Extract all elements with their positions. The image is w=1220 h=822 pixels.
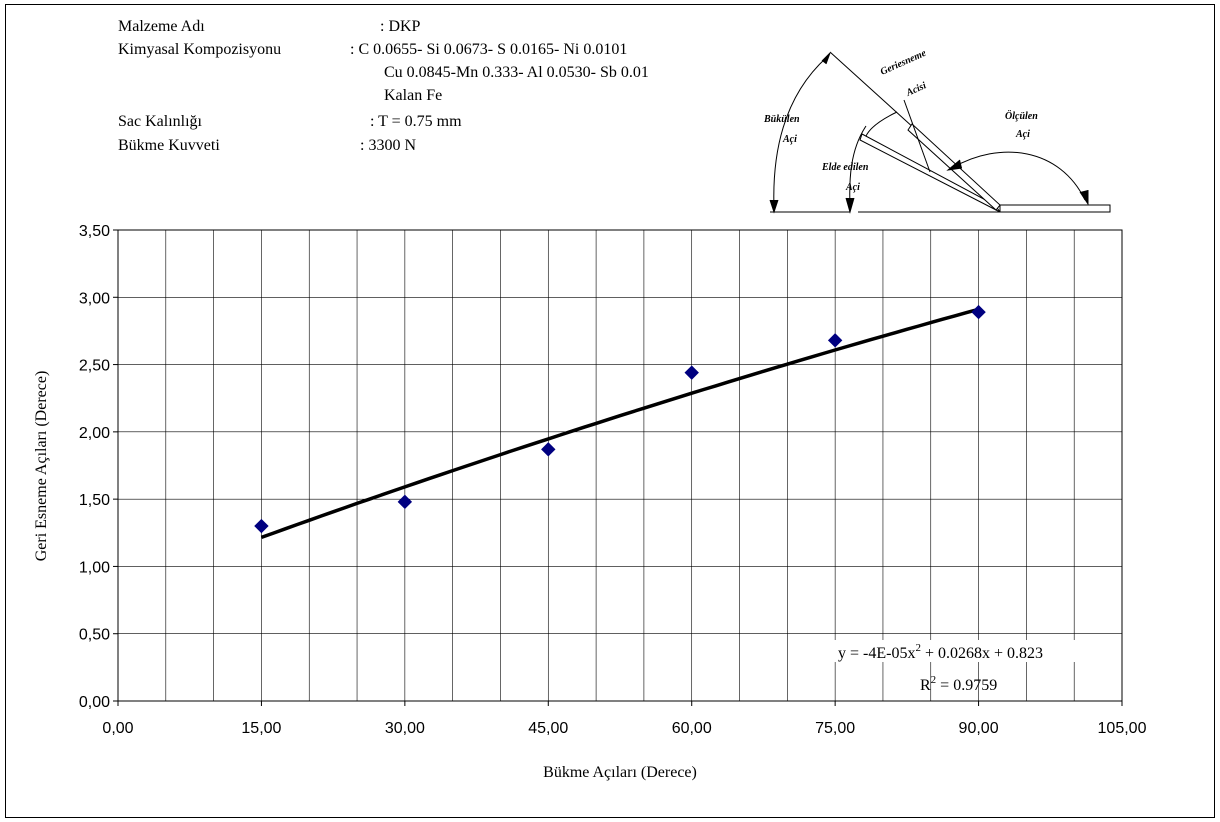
diagram-label-bukulen: Bükülen [763,114,800,125]
data-points [254,304,986,534]
data-point [827,333,843,348]
material-label: Malzeme Adı [118,18,205,35]
trend-equation: y = -4E-05x2 + 0.0268x + 0.823 R2 = 0.97… [834,640,1106,694]
x-tick-label: 0,00 [102,720,133,737]
y-tick-label: 2,50 [79,358,110,375]
diagram-arc-olculen [951,151,1086,201]
force-label: Bükme Kuvveti [118,137,220,154]
material-value: : DKP [380,18,421,35]
diagram-label-acisi: Acisi [904,80,928,99]
figure-frame [5,4,1215,818]
y-tick-label: 1,00 [79,559,110,576]
equation-text: y = -4E-05x2 + 0.0268x + 0.823 [838,642,1043,662]
diagram-label-geriesneme: Geriesneme [879,48,929,78]
y-tick-label: 3,00 [79,290,110,307]
diagram-arc-geriesneme [865,111,898,137]
thickness-label: Sac Kalınlığı [118,113,203,130]
diagram-label-elde: Elde edilen [821,162,869,173]
info-block: Malzeme Adı : DKP Kimyasal Kompozisyonu … [118,18,649,154]
y-tick-label: 1,50 [79,492,110,509]
trendline [260,307,980,540]
r2-text: R2 = 0.9759 [920,674,997,694]
trendline-group [260,307,980,540]
bending-diagram [769,51,1111,214]
data-point [254,518,269,534]
x-tick-label: 30,00 [385,720,425,737]
plot-area-border [117,229,1123,702]
thickness-value: : T = 0.75 mm [370,113,462,130]
diagram-label-olculen: Ölçülen [1005,109,1038,122]
y-tick-label: 0,00 [79,694,110,711]
diagram-arc-bukulen [773,56,828,209]
x-tick-label: 105,00 [1098,720,1147,737]
y-tick-labels: 0,00 0,50 1,00 1,50 2,00 2,50 3,00 3,50 [79,223,110,711]
data-point [397,494,413,510]
x-tick-label: 60,00 [672,720,712,737]
x-tick-labels: 0,00 15,00 30,00 45,00 60,00 75,00 90,00 105,00 [102,720,1146,737]
y-tick-label: 3,50 [79,223,110,240]
diagram-plate-flat [999,204,1111,213]
diagram-label-aci-2: Açi [845,182,860,193]
data-point [971,304,986,320]
chart-grid [113,229,1123,706]
diagram-arrow-4 [1079,190,1089,206]
diagram-springback-pointer [903,99,931,173]
x-axis-title: Bükme Açıları (Derece) [543,764,697,781]
y-tick-label: 2,00 [79,425,110,442]
force-value: : 3300 N [360,137,416,154]
diagram-arrow-3 [845,197,855,214]
diagram-plate-bent [859,133,1001,213]
x-tick-label: 45,00 [528,720,568,737]
diagram-label-aci-3: Açi [1015,129,1030,140]
x-tick-label: 15,00 [241,720,281,737]
diagram-arrow-2 [769,199,779,214]
diagram-arrow-5 [946,159,963,171]
equation-bg [834,640,1106,662]
composition-line-2: Cu 0.0845-Mn 0.333- Al 0.0530- Sb 0.01 [384,64,649,81]
data-point [684,365,699,380]
composition-line-1: : C 0.0655- Si 0.0673- S 0.0165- Ni 0.01… [350,41,627,58]
diagram-label-aci-1: Açi [782,134,797,145]
diagram-labels: Bükülen Açi Geriesneme Acisi Elde edilen… [763,48,1038,193]
y-tick-label: 0,50 [79,627,110,644]
x-tick-label: 90,00 [959,720,999,737]
composition-label: Kimyasal Kompozisyonu [118,41,281,58]
y-axis-title: Geri Esneme Açıları (Derece) [33,371,50,562]
data-point [541,442,556,457]
diagram-arrow-1 [821,52,831,65]
composition-line-3: Kalan Fe [384,87,442,104]
x-tick-label: 75,00 [815,720,855,737]
